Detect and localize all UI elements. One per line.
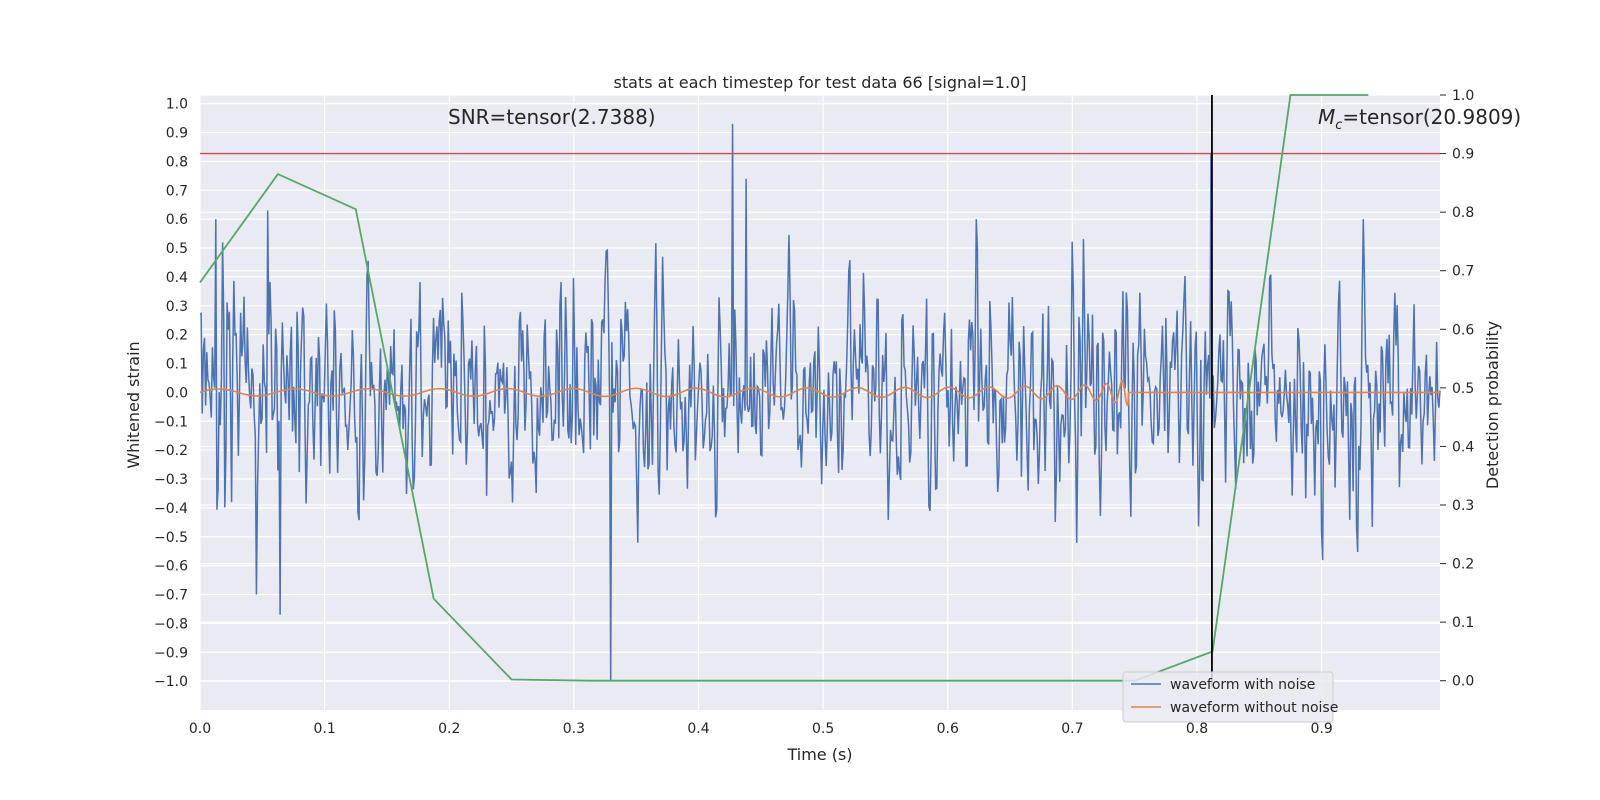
x-tick-label: 0.8 (1186, 721, 1208, 737)
x-tick-label: 0.4 (687, 721, 709, 737)
waveform-without-noise-line (199, 379, 1440, 407)
y-tick-label-left: 0.6 (166, 212, 188, 228)
y-tick-label-right: 0.7 (1452, 264, 1474, 280)
legend-label-noise: waveform with noise (1170, 677, 1315, 693)
y-tick-label-right: 0.9 (1452, 147, 1474, 163)
detection-probability-line (199, 94, 1369, 682)
series-waveform-with-noise (199, 123, 1441, 682)
y-tick-label-right: 0.8 (1452, 205, 1474, 221)
y-tick-label-left: 0.3 (166, 299, 188, 315)
x-tick-label: 0.0 (189, 721, 211, 737)
y-tick-label-right: 0.1 (1452, 615, 1474, 631)
y-tick-label-left: −0.2 (154, 443, 188, 459)
y-tick-label-left: 0.1 (166, 357, 188, 373)
x-tick-label: 0.6 (937, 721, 959, 737)
y-tick-label-left: 1.0 (166, 97, 188, 113)
y-tick-label-left: 0.8 (166, 154, 188, 170)
y-tick-label-left: 0.9 (166, 126, 188, 142)
y-tick-label-right: 0.2 (1452, 557, 1474, 573)
x-tick-label: 0.1 (313, 721, 335, 737)
y-tick-label-right: 0.5 (1452, 381, 1474, 397)
y-tick-label-left: 0.5 (166, 241, 188, 257)
y-tick-label-left: 0.7 (166, 183, 188, 199)
x-ticks: 0.0 0.1 0.2 0.3 0.4 0.5 0.6 0.7 0.8 0.9 (189, 721, 1333, 737)
y-tick-label-left: −0.9 (154, 645, 188, 661)
y-tick-label-right: 0.0 (1452, 674, 1474, 690)
y-tick-label-left: −0.6 (154, 559, 188, 575)
y-axis-label-right: Detection probability (1483, 321, 1502, 489)
chart-title: stats at each timestep for test data 66 … (614, 73, 1027, 92)
y-ticks-left: 1.0 0.9 0.8 0.7 0.6 0.5 0.4 0.3 0.2 0.1 0.0 −0.1 −0.… (154, 97, 188, 690)
chirp-mass-symbol: M (1318, 105, 1335, 129)
snr-annotation: SNR=tensor(2.7388) (448, 105, 656, 129)
y-tick-label-left: −0.8 (154, 616, 188, 632)
chirp-mass-subscript: c (1335, 118, 1342, 133)
y-tick-label-left: −1.0 (154, 674, 188, 690)
y-ticks-right: 1.0 0.9 0.8 0.7 0.6 0.5 0.4 0.3 0.2 0.1 0.0 (1440, 88, 1474, 690)
legend-label-clean: waveform without noise (1170, 700, 1338, 716)
y-tick-label-right: 0.3 (1452, 498, 1474, 514)
y-tick-label-left: 0.0 (166, 385, 188, 401)
x-tick-label: 0.3 (563, 721, 585, 737)
series-detection-probability (199, 94, 1369, 682)
y-tick-label-left: −0.5 (154, 530, 188, 546)
y-tick-label-right: 0.6 (1452, 322, 1474, 338)
series-waveform-without-noise (199, 379, 1440, 407)
y-tick-label-left: −0.3 (154, 472, 188, 488)
x-tick-label: 0.5 (812, 721, 834, 737)
x-axis-label: Time (s) (786, 745, 852, 764)
chirp-mass-value: =tensor(20.9809) (1342, 105, 1521, 129)
y-tick-label-left: 0.4 (166, 270, 188, 286)
y-tick-label-right: 0.4 (1452, 439, 1474, 455)
y-tick-label-left: −0.7 (154, 588, 188, 604)
y-tick-label-left: 0.2 (166, 328, 188, 344)
legend: waveform with noise waveform without noi… (1122, 671, 1338, 723)
y-tick-label-left: −0.1 (154, 414, 188, 430)
chirp-mass-annotation: Mc=tensor(20.9809) (1318, 105, 1521, 133)
x-tick-label: 0.7 (1061, 721, 1083, 737)
waveform-with-noise-line (199, 123, 1441, 682)
x-tick-label: 0.2 (438, 721, 460, 737)
y-tick-label-right: 1.0 (1452, 88, 1474, 104)
y-tick-label-left: −0.4 (154, 501, 188, 517)
y-axis-label-left: Whitened strain (124, 341, 143, 468)
legend-box (1122, 671, 1334, 723)
x-tick-label: 0.9 (1310, 721, 1332, 737)
